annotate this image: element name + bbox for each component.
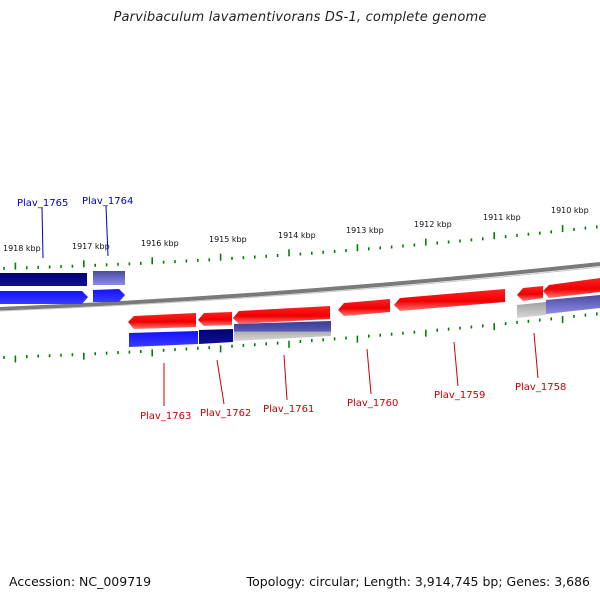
gene-label-leaders — [41, 205, 539, 406]
scale-label: 1913 kbp — [346, 226, 384, 235]
leader-line — [41, 207, 44, 259]
gene-label-plav-1763: Plav_1763 — [140, 411, 191, 422]
genome-backbone — [0, 262, 600, 312]
gene-label-plav-1764: Plav_1764 — [82, 196, 133, 207]
gene-arrow-blue — [0, 291, 88, 304]
scale-label: 1918 kbp — [3, 244, 41, 253]
gene-arrow-red — [517, 286, 543, 301]
gene-arrow-red — [394, 289, 505, 311]
gene-arrow-red — [128, 313, 196, 329]
scale-label: 1910 kbp — [551, 206, 589, 215]
gene-label-plav-1758: Plav_1758 — [515, 382, 566, 393]
scale-label: 1915 kbp — [209, 235, 247, 244]
gene-feature-gray — [517, 302, 546, 318]
outer-scale-ticks — [3, 225, 598, 270]
scale-label: 1912 kbp — [414, 220, 452, 229]
reverse-strand-genes — [0, 271, 125, 304]
leader-line — [453, 341, 459, 387]
genome-summary-text: Topology: circular; Length: 3,914,745 bp… — [246, 574, 590, 589]
forward-strand-genes — [128, 278, 600, 329]
gene-arrow-red — [198, 312, 232, 326]
leader-line — [366, 348, 372, 395]
gene-label-plav-1762: Plav_1762 — [200, 408, 251, 419]
inner-scale-ticks — [3, 312, 598, 363]
gene-label-plav-1765: Plav_1765 — [17, 198, 68, 209]
gene-label-plav-1761: Plav_1761 — [263, 404, 314, 415]
leader-line — [533, 332, 539, 379]
scale-label: 1914 kbp — [278, 231, 316, 240]
gene-feature-lavender — [546, 295, 600, 314]
gene-labels: Plav_1765 Plav_1764 Plav_1763 Plav_1762 … — [17, 196, 566, 422]
gene-feature-lavender — [93, 271, 125, 285]
gene-feature-lavender-gray — [234, 321, 331, 341]
leader-line — [216, 359, 225, 405]
gene-arrow-red — [233, 306, 330, 324]
gene-label-plav-1759: Plav_1759 — [434, 390, 485, 401]
scale-label: 1916 kbp — [141, 239, 179, 248]
gene-arrow-blue — [93, 289, 125, 302]
accession-text: Accession: NC_009719 — [9, 574, 152, 589]
gene-arrow-red — [543, 278, 600, 298]
scale-labels: 1918 kbp 1917 kbp 1916 kbp 1915 kbp 1914… — [3, 206, 589, 253]
gene-feature-blue — [129, 331, 198, 347]
leader-line — [105, 205, 109, 257]
gene-label-plav-1760: Plav_1760 — [347, 398, 398, 409]
map-title: Parvibaculum lavamentivorans DS-1, compl… — [113, 10, 487, 25]
inner-track-features — [129, 295, 600, 347]
gene-feature-navy — [0, 273, 87, 286]
leader-line — [283, 354, 288, 401]
scale-label: 1911 kbp — [483, 213, 521, 222]
gene-arrow-red — [338, 299, 390, 316]
scale-label: 1917 kbp — [72, 242, 110, 251]
gene-feature-navy — [199, 329, 233, 344]
